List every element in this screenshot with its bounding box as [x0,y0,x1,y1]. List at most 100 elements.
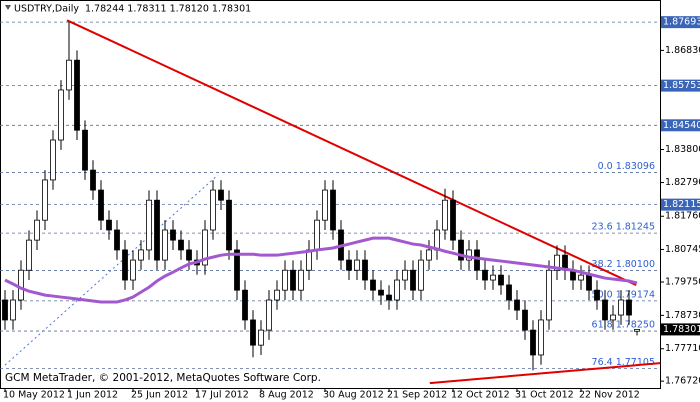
y-tick-label: 1.80745 [665,244,700,255]
x-tick-label: 17 Jul 2012 [195,390,249,401]
x-tick-label: 10 May 2012 [3,390,65,401]
y-tick-label: 1.86830 [665,45,700,56]
candle-body [418,259,424,291]
candle-body [306,249,312,271]
candle-body [586,274,592,291]
y-tick-label: 1.82790 [665,177,700,188]
x-tick-label: 1 Jun 2012 [67,390,118,401]
price-level-tag [661,79,700,92]
candle-body [50,139,56,181]
trendline [429,362,661,385]
candle-body [394,279,400,301]
candle-body [482,269,488,281]
candle-body [282,269,288,291]
y-tick-label: 1.81760 [665,211,700,222]
x-tick-label: 30 Aug 2012 [323,390,384,401]
candle-body [82,129,88,171]
y-tick-label: 1.83800 [665,144,700,155]
candle-body [266,299,272,331]
x-tick-label: 25 Jun 2012 [131,390,188,401]
candle-body [514,299,520,311]
candle-body [122,249,128,281]
candle-body [26,239,32,271]
y-tick-label: 1.78730 [665,310,700,321]
candle-body [34,219,40,241]
price-level-tag [661,16,700,29]
price-level-label: 1.84540 [663,120,700,131]
candle-body [74,59,80,131]
candle-body [218,189,224,201]
candle-body [258,329,264,346]
candle-body [538,319,544,356]
fibo-label: 0.0 1.83096 [598,161,655,172]
candle-body [210,189,216,231]
candle-body [346,259,352,271]
candle-body [330,189,336,231]
candle-body [2,299,8,321]
candle-body [18,269,24,301]
candle-body [410,269,416,291]
fibo-label: 23.6 1.81245 [592,222,655,233]
candle-body [426,249,432,261]
candle-body [618,299,624,316]
chart-header: USDTRY,Daily 1.78244 1.78311 1.78120 1.7… [14,4,251,15]
y-tick-label: 1.79750 [665,277,700,288]
candle-body [250,319,256,346]
candle-body [178,239,184,251]
moving-average [4,236,638,304]
candle-body [354,259,360,271]
candle-body [234,249,240,291]
candle-body [298,269,304,291]
candle-body [114,229,120,251]
candle-body [226,199,232,251]
candle-body [314,219,320,251]
trendline [66,19,637,287]
candle-body [546,269,552,321]
candle-body [106,219,112,231]
candle-body [146,199,152,251]
candle-body [378,289,384,296]
x-tick-label: 22 Nov 2012 [579,390,640,401]
price-level-label: 1.87693 [663,17,700,28]
candle-body [322,189,328,221]
candle-body [186,249,192,261]
fibo-label: 50.0 1.79174 [592,289,655,300]
candle-body [202,229,208,266]
candle-body [162,229,168,261]
candle-body [274,289,280,301]
candle-body [634,329,640,332]
candle-body [138,249,144,261]
current-price-tag [661,323,700,336]
candle-body [626,299,632,316]
x-tick-label: 8 Aug 2012 [259,390,314,401]
candle-body [242,289,248,321]
candle-body [602,299,608,321]
candle-body [58,89,64,141]
candle-body [610,314,616,321]
candle-body [474,249,480,271]
candle-body [594,289,600,301]
candle-body [458,239,464,261]
candle-body [42,179,48,221]
symbol-icon [5,5,11,10]
candle-body [530,329,536,356]
candle-body [434,229,440,251]
candle-body [442,199,448,231]
candle-body [130,259,136,281]
candle-body [450,199,456,241]
y-tick-label: 1.77710 [665,343,700,354]
candle-body [554,254,560,271]
price-level-label: 1.85753 [663,80,700,91]
x-tick-label: 31 Oct 2012 [515,390,574,401]
fibo-label: 61.8 1.78250 [592,320,655,331]
candle-body [506,284,512,301]
candle-body [90,169,96,191]
candle-body [10,299,16,321]
candle-body [386,294,392,301]
footer: GCM MetaTrader, © 2001-2012, MetaQuotes … [5,372,321,384]
x-tick-label: 21 Sep 2012 [387,390,447,401]
candle-body [170,229,176,241]
candle-body [362,259,368,281]
